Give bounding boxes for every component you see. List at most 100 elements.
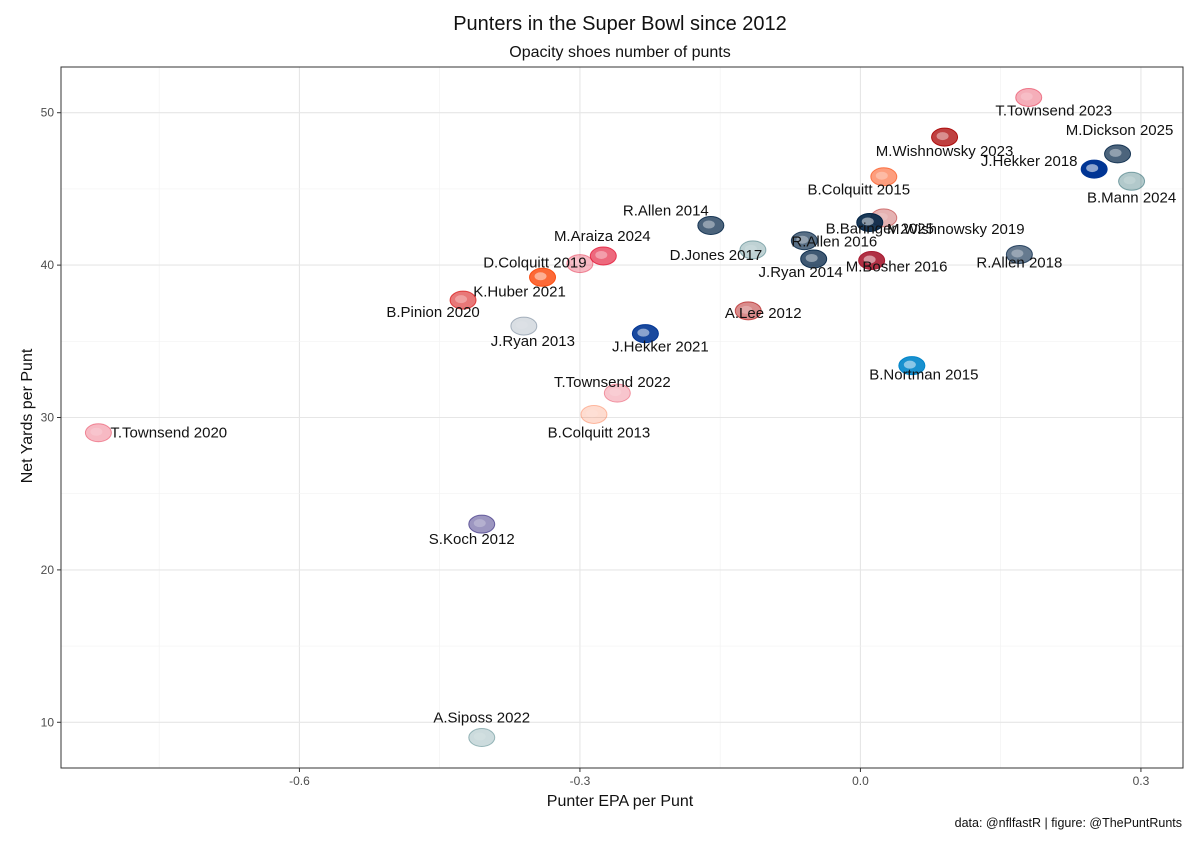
team-logo-highlight <box>796 235 809 244</box>
team-logo-marker <box>858 251 886 271</box>
team-logo-marker <box>734 301 762 321</box>
team-logo-highlight <box>1086 164 1099 173</box>
y-tick-label: 40 <box>41 258 55 272</box>
team-logo-highlight <box>936 132 949 141</box>
team-logo-highlight <box>637 328 650 337</box>
data-point: M.Bosher 2016 <box>846 251 948 276</box>
point-label: D.Jones 2017 <box>670 247 763 264</box>
y-axis: 10 20 30 40 50 <box>41 106 61 729</box>
point-label: S.Koch 2012 <box>429 531 515 548</box>
team-logo-marker <box>468 514 496 534</box>
team-logo-marker <box>931 127 959 147</box>
team-logo-marker <box>449 290 477 310</box>
data-point: M.Araiza 2024 <box>554 228 651 266</box>
data-point: A.Lee 2012 <box>725 301 802 322</box>
team-logo-highlight <box>473 519 486 528</box>
data-point: D.Colquitt 2019 <box>483 254 594 274</box>
team-logo-highlight <box>1123 176 1136 185</box>
data-point: B.Mann 2024 <box>1087 171 1176 206</box>
point-label: A.Siposs 2022 <box>433 710 530 727</box>
data-point: T.Townsend 2023 <box>995 87 1112 119</box>
team-logo-marker <box>739 240 767 260</box>
data-point: D.Jones 2017 <box>670 240 767 264</box>
point-label: M.Dickson 2025 <box>1066 122 1174 139</box>
team-logo-highlight <box>1011 249 1024 258</box>
point-label: R.Allen 2014 <box>623 202 709 219</box>
data-point: J.Hekker 2021 <box>612 324 709 356</box>
data-point: J.Hekker 2018 <box>981 153 1108 179</box>
data-point: B.Baringer 2025 <box>826 212 934 237</box>
team-logo-highlight <box>863 255 876 264</box>
data-point: R.Allen 2018 <box>976 244 1062 271</box>
team-logo-marker <box>529 267 557 287</box>
data-point: S.Koch 2012 <box>429 514 515 548</box>
point-label: D.Colquitt 2019 <box>483 255 586 272</box>
y-tick-label: 20 <box>41 563 55 577</box>
point-label: R.Allen 2016 <box>791 234 877 251</box>
point-label: K.Huber 2021 <box>473 283 566 300</box>
point-label: T.Townsend 2023 <box>995 102 1112 119</box>
team-logo-marker <box>1104 144 1132 164</box>
point-label: M.Wishnowsky 2019 <box>887 221 1025 238</box>
team-logo-highlight <box>744 244 757 253</box>
team-logo-highlight <box>1020 92 1033 101</box>
data-point: A.Siposs 2022 <box>433 710 530 748</box>
team-logo-marker <box>84 423 112 443</box>
x-axis: -0.6 -0.3 0.0 0.3 <box>289 768 1150 788</box>
point-label: M.Araiza 2024 <box>554 228 651 245</box>
chart-subtitle: Opacity shoes number of punts <box>509 44 730 61</box>
point-label: T.Townsend 2022 <box>554 374 671 391</box>
team-logo-highlight <box>585 409 598 418</box>
point-label: B.Nortman 2015 <box>869 367 978 384</box>
y-tick-label: 30 <box>41 411 55 425</box>
team-logo-highlight <box>903 360 916 369</box>
y-tick-label: 50 <box>41 106 55 120</box>
x-axis-title: Punter EPA per Punt <box>547 793 694 810</box>
point-label: B.Pinion 2020 <box>386 304 479 321</box>
team-logo-highlight <box>571 258 584 267</box>
point-label: J.Hekker 2018 <box>981 153 1078 170</box>
point-label: A.Lee 2012 <box>725 305 802 322</box>
point-label: M.Bosher 2016 <box>846 259 948 276</box>
team-logo-marker <box>580 404 608 424</box>
grid-lines <box>61 67 1183 768</box>
plot-panel: T.Townsend 2023 M.Wishnowsky 2023 M.Dickso… <box>60 66 1184 769</box>
data-point: B.Colquitt 2013 <box>548 404 651 441</box>
team-logo-highlight <box>805 254 818 263</box>
data-point: B.Pinion 2020 <box>386 290 480 321</box>
point-label: B.Mann 2024 <box>1087 189 1176 206</box>
point-label: M.Wishnowsky 2023 <box>876 143 1014 160</box>
point-label: R.Allen 2018 <box>976 254 1062 271</box>
x-tick-label: 0.3 <box>1133 774 1150 788</box>
chart-title: Punters in the Super Bowl since 2012 <box>453 13 787 35</box>
team-logo-marker <box>870 167 898 187</box>
team-logo-highlight <box>534 272 547 281</box>
team-logo-highlight <box>595 250 608 259</box>
team-logo-highlight <box>609 388 622 397</box>
x-tick-label: 0.0 <box>852 774 869 788</box>
team-logo-highlight <box>1109 148 1122 157</box>
team-logo-highlight <box>90 427 103 436</box>
data-points: T.Townsend 2023 M.Wishnowsky 2023 M.Dickso… <box>84 87 1176 748</box>
data-point: B.Colquitt 2015 <box>808 167 910 199</box>
team-logo-marker <box>800 249 828 269</box>
point-label: B.Baringer 2025 <box>826 220 934 237</box>
data-point: T.Townsend 2022 <box>554 374 671 403</box>
data-point: J.Ryan 2013 <box>491 316 575 350</box>
x-tick-label: -0.6 <box>289 774 310 788</box>
data-point: B.Nortman 2015 <box>869 356 978 384</box>
point-label: J.Hekker 2021 <box>612 339 709 356</box>
data-point: M.Wishnowsky 2023 <box>876 127 1014 160</box>
team-logo-marker <box>1118 171 1146 191</box>
team-logo-marker <box>1005 244 1033 264</box>
data-point: M.Dickson 2025 <box>1066 122 1174 164</box>
data-point: J.Ryan 2014 <box>759 249 843 281</box>
data-point: T.Townsend 2020 <box>84 423 227 443</box>
point-label: T.Townsend 2020 <box>110 425 227 442</box>
point-label: B.Colquitt 2013 <box>548 424 651 441</box>
team-logo-marker <box>603 383 631 403</box>
team-logo-marker <box>1015 87 1043 107</box>
team-logo-highlight <box>861 217 874 226</box>
y-axis-title: Net Yards per Punt <box>19 348 36 483</box>
